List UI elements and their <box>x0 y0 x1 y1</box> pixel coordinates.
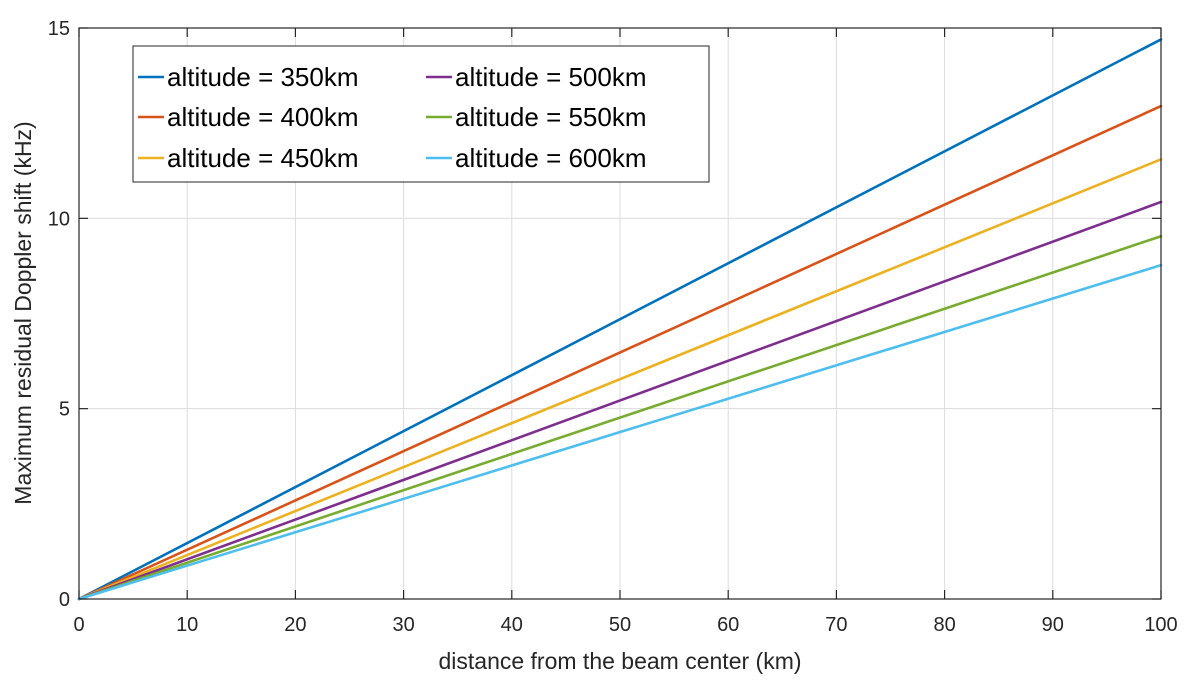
legend-label: altitude = 550km <box>455 102 647 132</box>
series-group <box>77 38 1163 601</box>
y-tick-label: 15 <box>48 18 70 40</box>
series-line-4[interactable] <box>77 200 1163 601</box>
x-axis-label: distance from the beam center (km) <box>438 648 801 674</box>
x-tick-label: 10 <box>176 614 198 636</box>
x-tick-label: 50 <box>609 614 631 636</box>
x-tick-label: 60 <box>717 614 739 636</box>
x-tick-label: 90 <box>1042 614 1064 636</box>
ticks: 0 10 20 30 40 50 60 70 80 90 100 0 5 10 15 <box>48 18 1178 636</box>
x-tick-label: 0 <box>73 614 84 636</box>
x-tick-label: 100 <box>1144 614 1177 636</box>
legend-label: altitude = 500km <box>455 62 647 92</box>
series-line-1[interactable] <box>77 38 1163 601</box>
x-tick-label: 30 <box>392 614 414 636</box>
y-tick-label: 0 <box>59 589 70 611</box>
x-tick-label: 80 <box>933 614 955 636</box>
x-tick-label: 40 <box>501 614 523 636</box>
legend-label: altitude = 350km <box>167 62 359 92</box>
y-tick-label: 10 <box>48 208 70 230</box>
series-line-2[interactable] <box>77 104 1163 601</box>
y-tick-label: 5 <box>59 399 70 421</box>
legend-label: altitude = 400km <box>167 102 359 132</box>
series-line-6[interactable] <box>77 263 1163 601</box>
x-tick-label: 70 <box>825 614 847 636</box>
legend-label: altitude = 600km <box>455 143 647 173</box>
legend[interactable]: altitude = 350km altitude = 400km altitude… <box>132 45 710 183</box>
series-line-3[interactable] <box>77 158 1163 601</box>
legend-box <box>132 45 710 183</box>
series-line-5[interactable] <box>77 234 1163 601</box>
legend-label: altitude = 450km <box>167 143 359 173</box>
x-tick-label: 20 <box>284 614 306 636</box>
y-axis-label: Maximum residual Doppler shift (kHz) <box>10 121 36 504</box>
